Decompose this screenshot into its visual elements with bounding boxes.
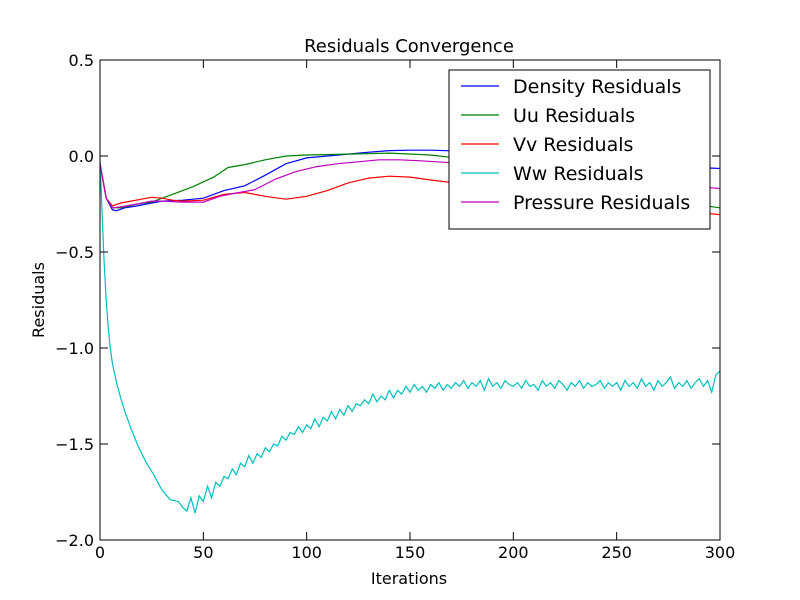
x-tick-label: 100 — [291, 543, 322, 562]
plot-frame — [99, 59, 721, 541]
legend-label-2: Vv Residuals — [513, 134, 633, 156]
x-tick-label: 250 — [601, 543, 632, 562]
legend-label-4: Pressure Residuals — [513, 192, 690, 214]
y-tick-label: 0.5 — [69, 51, 94, 70]
y-tick-label: −2.0 — [55, 531, 94, 550]
x-tick-label: 300 — [705, 543, 736, 562]
y-tick-label: −1.5 — [55, 435, 94, 454]
x-axis-label: Iterations — [371, 569, 447, 588]
legend-label-3: Ww Residuals — [513, 163, 644, 185]
x-tick-label: 0 — [95, 543, 105, 562]
legend-label-0: Density Residuals — [513, 76, 681, 98]
chart-title: Residuals Convergence — [304, 36, 514, 57]
legend: Density Residuals Uu Residuals Vv Residual… — [448, 69, 711, 230]
x-tick-label: 50 — [193, 543, 213, 562]
series-line-3 — [100, 159, 720, 514]
legend-label-1: Uu Residuals — [513, 105, 635, 127]
ticks-layer: 0 50 100 150 200 250 300 0.5 0.0 −0.5 −1.0 −1.5 −2.0 — [55, 51, 735, 562]
y-tick-label: −1.0 — [55, 339, 94, 358]
y-axis-label: Residuals — [29, 262, 48, 338]
x-tick-label: 200 — [498, 543, 529, 562]
y-tick-label: −0.5 — [55, 243, 94, 262]
x-tick-label: 150 — [395, 543, 426, 562]
y-tick-label: 0.0 — [69, 147, 94, 166]
